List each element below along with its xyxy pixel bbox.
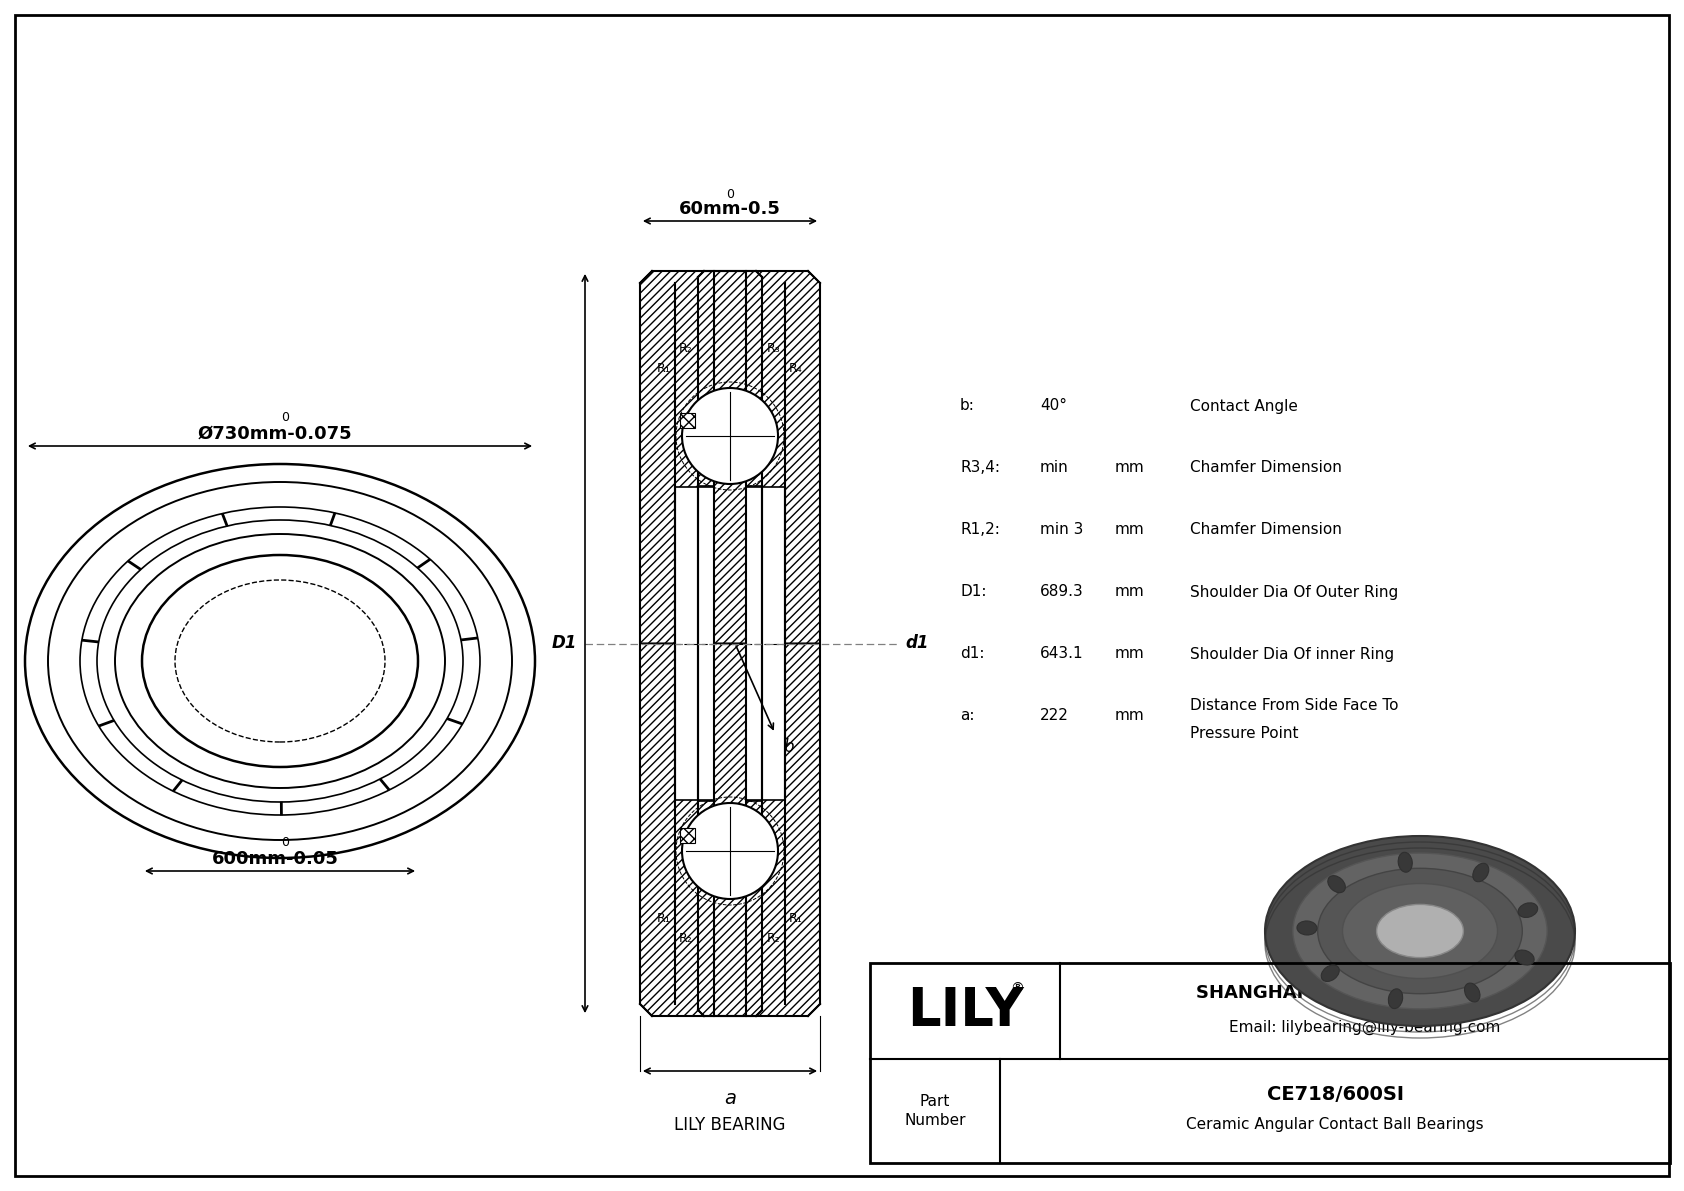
Text: R₂: R₂: [768, 933, 781, 946]
Text: mm: mm: [1115, 647, 1145, 661]
Bar: [871, 964, 1671, 1162]
Polygon shape: [640, 272, 820, 643]
Text: Ø730mm-0.075: Ø730mm-0.075: [197, 425, 352, 443]
Text: Chamfer Dimension: Chamfer Dimension: [1191, 523, 1342, 537]
Text: R₁: R₁: [657, 912, 670, 925]
Text: 0: 0: [281, 411, 290, 424]
Ellipse shape: [1465, 983, 1480, 1002]
Text: d1: d1: [904, 635, 928, 653]
Polygon shape: [697, 272, 761, 643]
Text: R₃: R₃: [768, 342, 781, 355]
Text: Pressure Point: Pressure Point: [1191, 727, 1298, 742]
Text: 222: 222: [1041, 709, 1069, 723]
Text: 60mm-0.5: 60mm-0.5: [679, 200, 781, 218]
Text: 643.1: 643.1: [1041, 647, 1083, 661]
Text: Shoulder Dia Of Outer Ring: Shoulder Dia Of Outer Ring: [1191, 585, 1398, 599]
Text: Shoulder Dia Of inner Ring: Shoulder Dia Of inner Ring: [1191, 647, 1394, 661]
Text: 0: 0: [726, 188, 734, 201]
Ellipse shape: [1342, 884, 1497, 979]
Text: Ceramic Angular Contact Ball Bearings: Ceramic Angular Contact Ball Bearings: [1186, 1117, 1484, 1133]
Text: min 3: min 3: [1041, 523, 1083, 537]
Bar: [680, 828, 695, 843]
Text: d1:: d1:: [960, 647, 985, 661]
Polygon shape: [697, 643, 761, 1016]
Text: mm: mm: [1115, 709, 1145, 723]
Ellipse shape: [1516, 950, 1534, 965]
Text: R₁: R₁: [657, 362, 670, 374]
Text: Part
Number: Part Number: [904, 1093, 965, 1128]
Text: 0: 0: [281, 836, 290, 849]
Text: mm: mm: [1115, 461, 1145, 475]
Ellipse shape: [1265, 836, 1575, 1025]
Ellipse shape: [1398, 853, 1413, 872]
Circle shape: [682, 388, 778, 484]
Circle shape: [682, 803, 778, 899]
Ellipse shape: [1388, 989, 1403, 1009]
Text: R₂: R₂: [679, 933, 692, 946]
Text: mm: mm: [1115, 585, 1145, 599]
Ellipse shape: [1293, 853, 1548, 1009]
Text: D1: D1: [552, 635, 578, 653]
Text: b: b: [783, 738, 793, 756]
Text: Email: lilybearing@lily-bearing.com: Email: lilybearing@lily-bearing.com: [1229, 1019, 1500, 1035]
Ellipse shape: [1376, 904, 1463, 958]
Text: CE718/600SI: CE718/600SI: [1266, 1085, 1403, 1104]
Text: a: a: [724, 1089, 736, 1108]
Bar: [680, 413, 695, 428]
Ellipse shape: [1322, 965, 1339, 981]
Text: Chamfer Dimension: Chamfer Dimension: [1191, 461, 1342, 475]
Text: D1:: D1:: [960, 585, 987, 599]
Text: Distance From Side Face To: Distance From Side Face To: [1191, 698, 1398, 713]
Ellipse shape: [1327, 875, 1346, 892]
Ellipse shape: [1474, 863, 1489, 881]
Text: Contact Angle: Contact Angle: [1191, 399, 1298, 413]
Text: 600mm-0.05: 600mm-0.05: [212, 850, 338, 868]
Polygon shape: [640, 643, 820, 1016]
Text: ®: ®: [1010, 983, 1024, 996]
Ellipse shape: [1317, 868, 1522, 993]
Text: LILY BEARING: LILY BEARING: [674, 1116, 786, 1134]
Text: R₂: R₂: [679, 342, 692, 355]
Text: b:: b:: [960, 399, 975, 413]
Text: a:: a:: [960, 709, 975, 723]
Text: 689.3: 689.3: [1041, 585, 1084, 599]
Text: LILY: LILY: [906, 985, 1024, 1037]
Text: SHANGHAI LILY BEARING LIMITED: SHANGHAI LILY BEARING LIMITED: [1196, 984, 1534, 1002]
Text: R₄: R₄: [790, 362, 803, 374]
Text: 40°: 40°: [1041, 399, 1068, 413]
Text: R1,2:: R1,2:: [960, 523, 1000, 537]
Text: min: min: [1041, 461, 1069, 475]
Text: R3,4:: R3,4:: [960, 461, 1000, 475]
Text: mm: mm: [1115, 523, 1145, 537]
Text: R₁: R₁: [790, 912, 803, 925]
Ellipse shape: [1297, 921, 1317, 935]
Ellipse shape: [1519, 903, 1537, 917]
